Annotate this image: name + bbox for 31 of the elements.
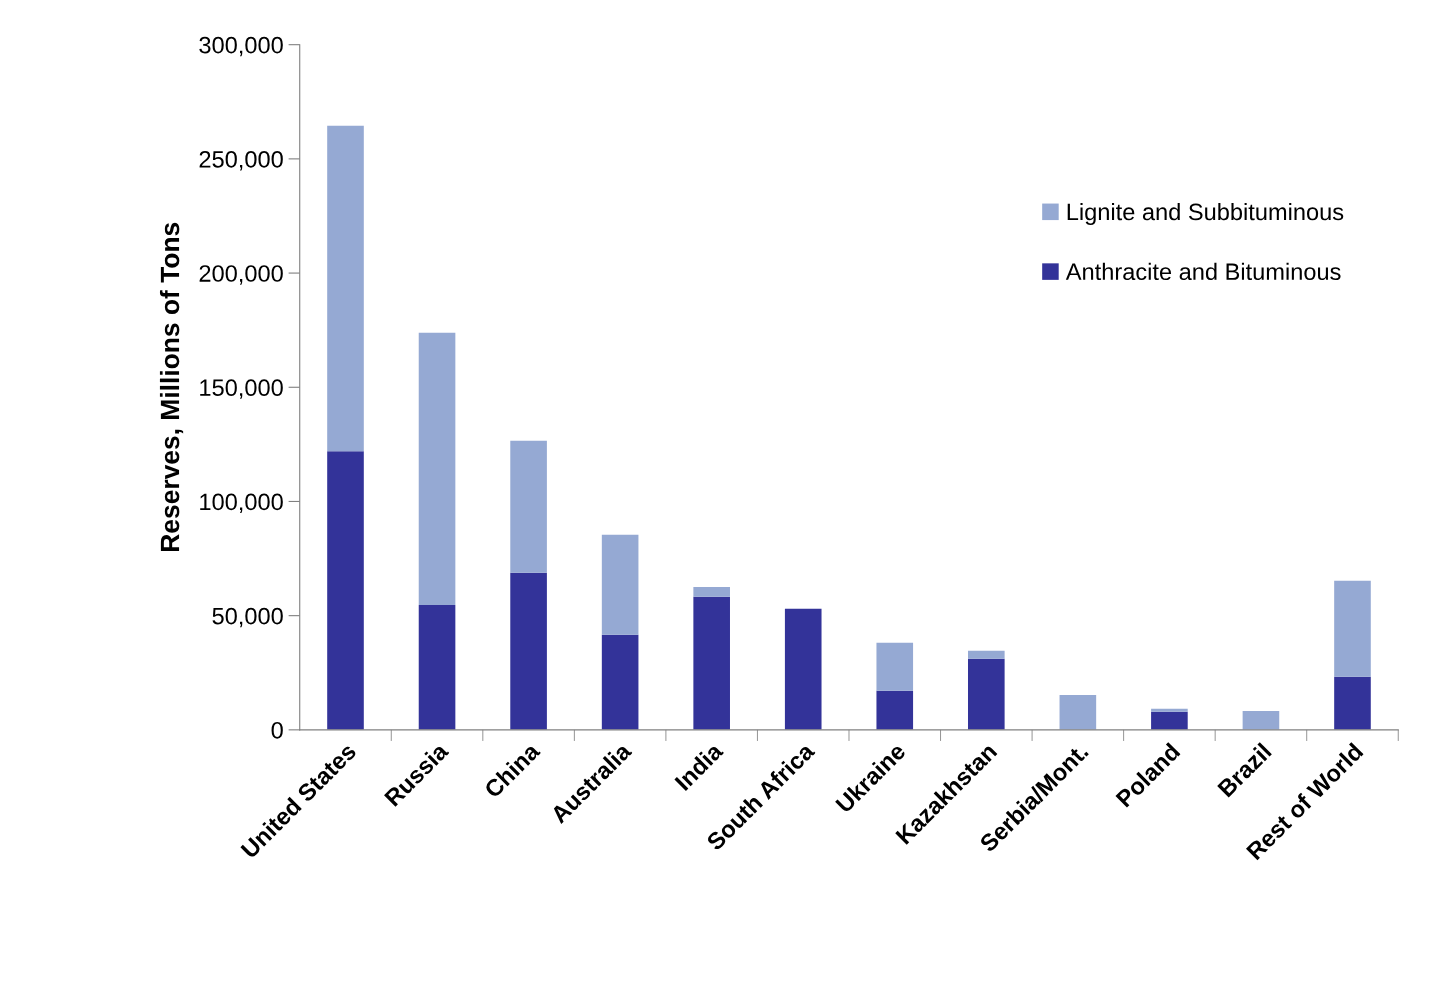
legend-label: Anthracite and Bituminous — [1065, 262, 1341, 281]
y-tick-label: 200,000 — [199, 265, 283, 285]
y-tick-label: 0 — [271, 721, 283, 739]
y-tick-label: 250,000 — [199, 150, 283, 171]
bar — [968, 650, 1005, 659]
y-tick-label: 50,000 — [212, 607, 283, 628]
bar — [418, 604, 456, 730]
bar — [1334, 676, 1371, 730]
bar — [693, 586, 730, 597]
bar — [601, 634, 639, 730]
bar — [876, 642, 914, 691]
bar — [1334, 580, 1371, 677]
bar — [1242, 710, 1280, 730]
bar — [1151, 708, 1188, 712]
legend-label: Lignite and Subbituminous — [1067, 202, 1344, 225]
bar — [601, 534, 639, 635]
bar — [693, 596, 730, 730]
bar — [1059, 694, 1097, 730]
bar — [327, 451, 364, 730]
y-tick-label: 300,000 — [199, 36, 283, 57]
bar — [968, 658, 1005, 730]
bar — [418, 332, 456, 605]
bar — [876, 690, 914, 730]
bar — [784, 608, 822, 730]
y-axis-title: Reserves, Millions of Tons — [159, 222, 184, 551]
bar — [327, 125, 364, 452]
y-tick-label: 100,000 — [200, 493, 283, 514]
bar — [510, 572, 547, 730]
y-tick-label: 150,000 — [200, 379, 283, 399]
bar — [1151, 711, 1188, 730]
bar — [510, 440, 547, 573]
